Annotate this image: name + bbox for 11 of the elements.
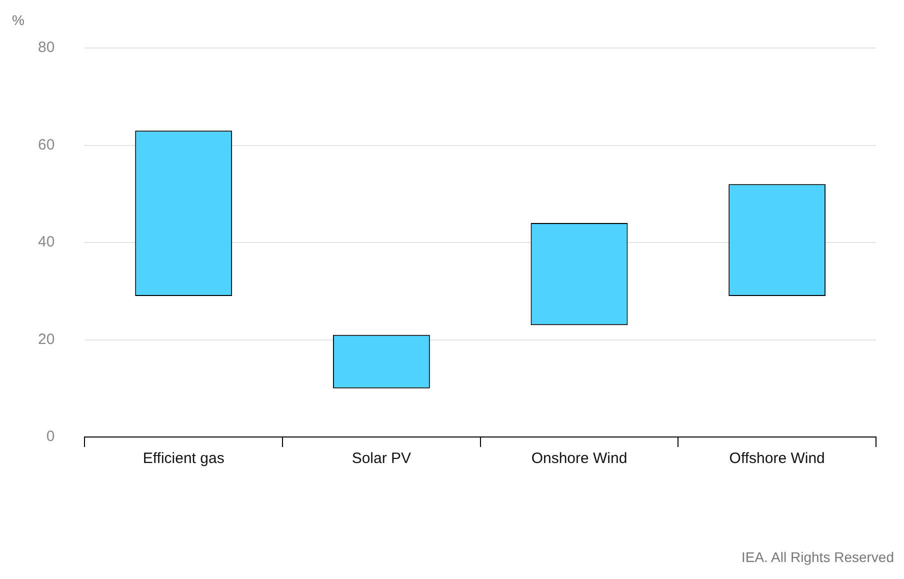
y-tick-label: 60 bbox=[38, 136, 55, 154]
x-tick-label: Offshore Wind bbox=[729, 450, 825, 468]
text: IEA. All Rights Reserved bbox=[741, 548, 894, 565]
x-tick-label: Efficient gas bbox=[142, 450, 224, 468]
y-axis-title: % bbox=[12, 12, 24, 28]
y-tick-label: 80 bbox=[38, 39, 55, 56]
y-tick-label: 0 bbox=[46, 428, 55, 446]
x-tick-label: Onshore Wind bbox=[531, 450, 628, 468]
y-tick-label: 40 bbox=[38, 234, 55, 251]
x-tick-label: Solar PV bbox=[352, 450, 412, 468]
y-tick-label: 20 bbox=[38, 330, 55, 348]
